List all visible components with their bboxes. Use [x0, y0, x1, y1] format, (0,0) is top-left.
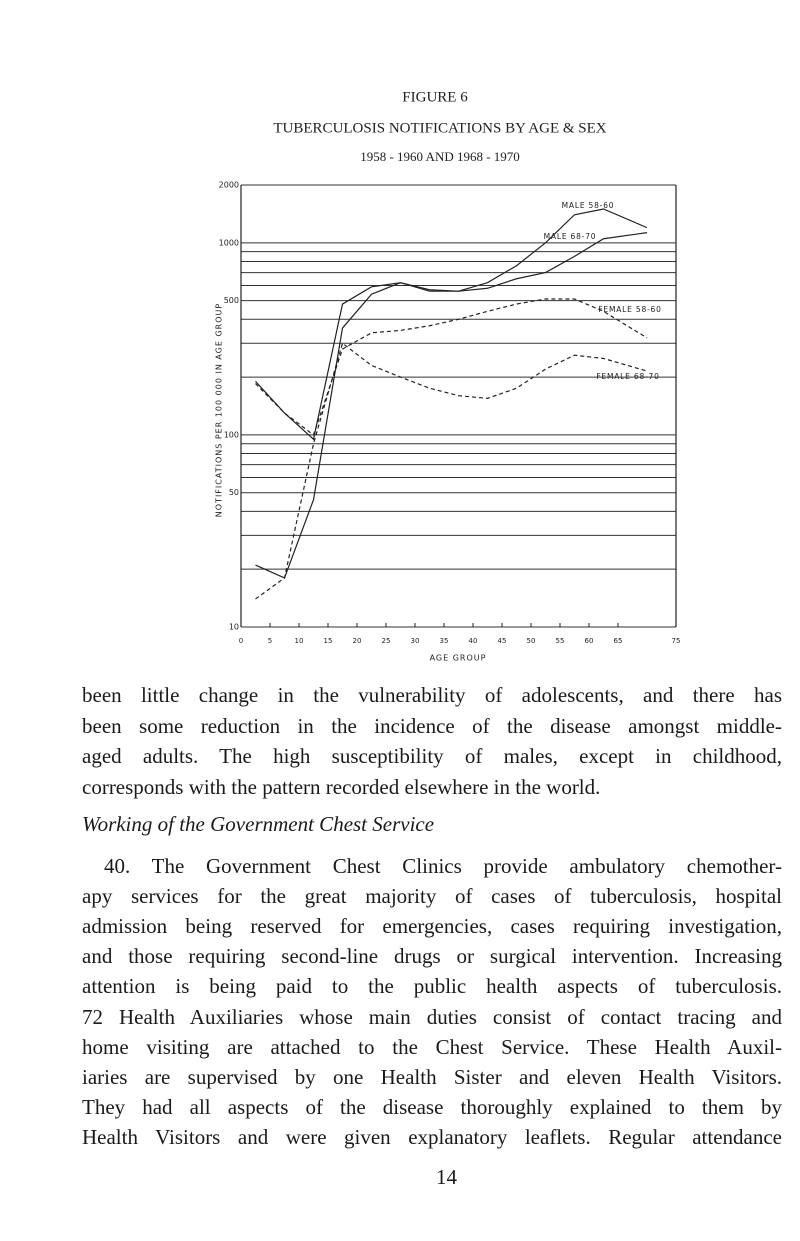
section-heading: Working of the Government Chest Service [82, 812, 435, 836]
x-tick-label: 30 [411, 637, 420, 645]
y-tick-label: 1000 [219, 238, 239, 247]
text-line: iaries are supervised by one Health Sist… [82, 1064, 782, 1089]
chart-subtitle: 1958 - 1960 AND 1968 - 1970 [360, 149, 520, 164]
series-label: FEMALE 68-70 [596, 372, 659, 381]
x-tick-label: 0 [239, 637, 243, 645]
text-line: 40. The Government Chest Clinics provide… [104, 854, 782, 878]
x-tick-label: 10 [295, 637, 304, 645]
series-label: MALE 68-70 [544, 232, 597, 241]
x-tick-label: 20 [353, 637, 362, 645]
y-axis-label: NOTIFICATIONS PER 100 000 IN AGE GROUP [215, 303, 224, 517]
y-tick-label: 100 [224, 430, 239, 439]
figure-label: FIGURE 6 [402, 89, 468, 105]
series-line [255, 298, 648, 436]
series-line [255, 232, 648, 579]
text-line: corresponds with the pattern recorded el… [82, 774, 601, 799]
text-line: aged adults. The high susceptibility of … [82, 744, 782, 768]
series-line [255, 208, 648, 441]
y-tick-label: 10 [229, 623, 239, 632]
text-line: been some reduction in the incidence of … [82, 713, 782, 738]
text-line: They had all aspects of the disease thor… [82, 1094, 782, 1119]
x-tick-label: 25 [382, 637, 391, 645]
y-tick-label: 2000 [219, 181, 239, 190]
x-tick-label: 40 [469, 637, 478, 645]
page-number: 14 [436, 1165, 457, 1189]
x-tick-label: 35 [440, 637, 449, 645]
text-line: home visiting are attached to the Chest … [82, 1034, 782, 1059]
x-tick-label: 55 [556, 637, 565, 645]
x-tick-label: 75 [672, 637, 681, 645]
y-tick-label: 500 [224, 296, 239, 305]
x-tick-label: 60 [585, 637, 594, 645]
series-label: MALE 58-60 [562, 201, 615, 210]
series-line [255, 342, 648, 600]
text-line: attention is being paid to the public he… [82, 974, 782, 999]
text-line: been little change in the vulnerability … [82, 683, 782, 707]
text-line: apy services for the great majority of c… [82, 884, 782, 909]
text-line: and those requiring second-line drugs or… [82, 944, 782, 969]
x-tick-label: 65 [614, 637, 623, 645]
text-line: Health Visitors and were given explanato… [82, 1124, 782, 1149]
series-label: FEMALE 58-60 [598, 305, 661, 314]
chart-title: TUBERCULOSIS NOTIFICATIONS BY AGE & SEX [273, 120, 606, 136]
x-tick-label: 5 [268, 637, 272, 645]
x-tick-label: 45 [498, 637, 507, 645]
figure: FIGURE 6 TUBERCULOSIS NOTIFICATIONS BY A… [215, 89, 681, 663]
x-axis-label: AGE GROUP [430, 654, 487, 663]
x-tick-label: 50 [527, 637, 536, 645]
text-line: admission being reserved for emergencies… [82, 914, 782, 939]
y-tick-label: 50 [229, 488, 239, 497]
text-line: 72 Health Auxiliaries whose main duties … [82, 1004, 782, 1029]
x-tick-label: 15 [324, 637, 333, 645]
